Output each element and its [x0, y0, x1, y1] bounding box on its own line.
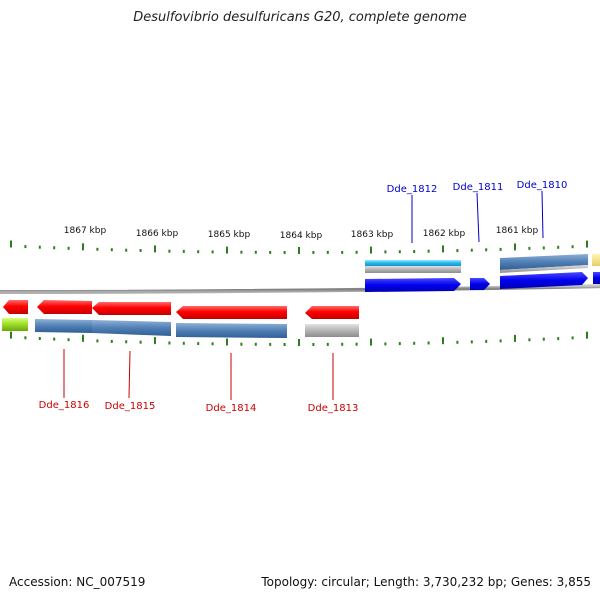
scale-labels: 1867 kbp 1866 kbp 1865 kbp 1864 kbp 1863…: [64, 226, 539, 241]
gene-label-dde-1814: Dde_1814: [206, 403, 257, 414]
feature-grey-upper-right[interactable]: [500, 265, 588, 273]
gene-arrow-dde-1813[interactable]: [305, 306, 359, 319]
genome-summary: Topology: circular; Length: 3,730,232 bp…: [261, 575, 591, 589]
gene-label-dde-1812: Dde_1812: [387, 184, 438, 195]
gene-labels: Dde_1812 Dde_1811 Dde_1810 Dde_1816 Dde_…: [39, 180, 568, 414]
tick-row-bottom: [10, 331, 588, 346]
gene-arrow-edge-left[interactable]: [3, 300, 28, 314]
gene-arrow-dde-1810[interactable]: [500, 272, 588, 289]
leader-dde-1811: [476, 192, 480, 243]
gene-arrow-dde-1814[interactable]: [176, 306, 287, 319]
tick-label-1864: 1864 kbp: [280, 231, 323, 241]
tick-label-1862: 1862 kbp: [423, 229, 466, 239]
feature-grey-1813[interactable]: [305, 324, 359, 337]
gene-arrow-dde-1812[interactable]: [365, 278, 461, 292]
tick-label-1863: 1863 kbp: [351, 230, 394, 240]
tick-label-1866: 1866 kbp: [136, 229, 179, 239]
gene-arrow-edge-right[interactable]: [593, 272, 600, 284]
gene-label-dde-1813: Dde_1813: [308, 403, 359, 414]
forward-track: [365, 254, 600, 292]
gene-arrow-dde-1816[interactable]: [37, 300, 92, 314]
tick-label-1865: 1865 kbp: [208, 230, 251, 240]
feature-steel-1816[interactable]: [35, 319, 92, 333]
reverse-track: [2, 300, 359, 338]
feature-cyan[interactable]: [365, 260, 461, 266]
tick-label-1861: 1861 kbp: [496, 226, 539, 236]
gene-arrow-dde-1811[interactable]: [470, 278, 490, 290]
tick-label-1867: 1867 kbp: [64, 226, 107, 236]
accession-text: Accession: NC_007519: [9, 575, 146, 589]
gene-label-dde-1815: Dde_1815: [105, 401, 156, 412]
leader-dde-1815: [128, 350, 131, 399]
feature-grey-upper[interactable]: [365, 266, 461, 273]
feature-green[interactable]: [2, 318, 28, 331]
gene-arrow-dde-1815[interactable]: [92, 302, 171, 315]
gene-label-dde-1810: Dde_1810: [517, 180, 568, 191]
gene-label-dde-1811: Dde_1811: [453, 182, 504, 193]
feature-steel-upper[interactable]: [500, 254, 588, 270]
feature-yellow[interactable]: [592, 254, 600, 266]
tick-row-top: [10, 240, 588, 254]
leader-lines: [63, 190, 544, 400]
gene-label-dde-1816: Dde_1816: [39, 400, 90, 411]
feature-steel-1814[interactable]: [176, 323, 287, 338]
map-title: Desulfovibrio desulfuricans G20, complet…: [133, 10, 467, 25]
feature-steel-1815[interactable]: [92, 320, 171, 336]
leader-dde-1810: [541, 190, 544, 239]
